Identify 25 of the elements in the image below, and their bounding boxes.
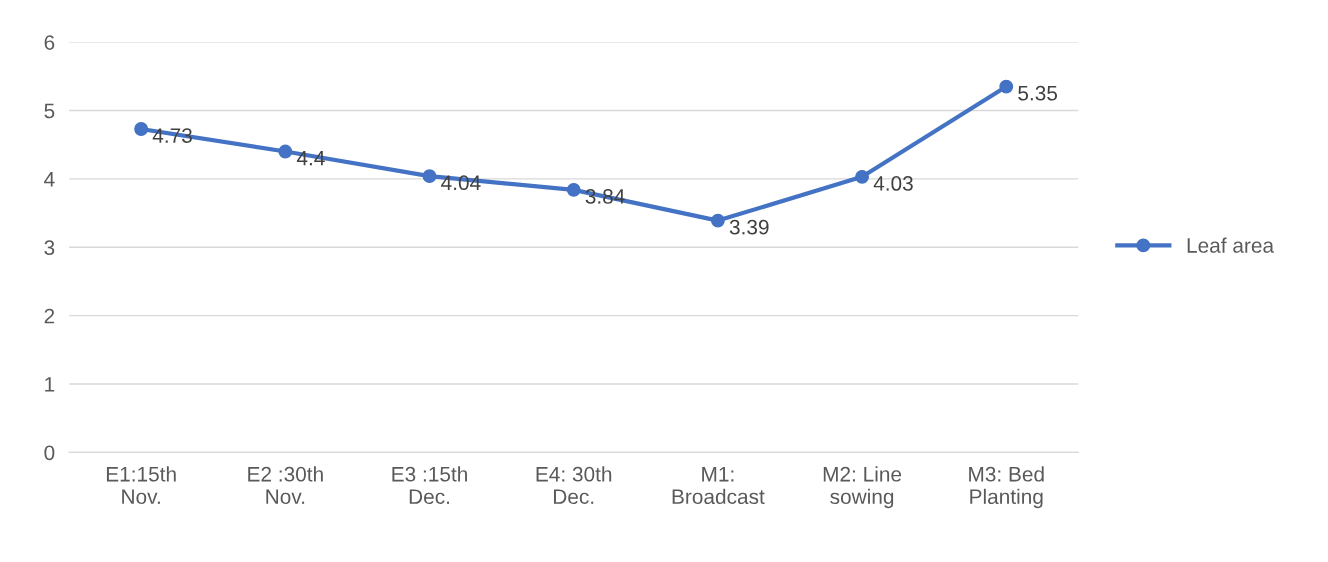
data-label: 4.03 xyxy=(873,176,913,191)
data-label: 3.39 xyxy=(729,219,769,235)
point xyxy=(566,182,581,197)
point xyxy=(710,213,725,228)
y-tick-label: 4 xyxy=(44,172,55,187)
data-label: 5.35 xyxy=(1018,85,1058,101)
point xyxy=(999,79,1014,94)
point xyxy=(422,169,437,184)
point xyxy=(855,169,870,184)
x-tick-label: E4: 30th Dec. xyxy=(536,466,612,505)
y-tick-label: 6 xyxy=(44,35,55,50)
x-tick-label: M2: Line sowing xyxy=(823,466,902,509)
y-tick-label: 1 xyxy=(45,377,55,392)
x-tick-label: E3 :15th Dec. xyxy=(392,466,467,505)
point xyxy=(278,144,293,159)
y-tick-label: 3 xyxy=(44,240,55,256)
y-tick-label: 5 xyxy=(44,103,55,119)
x-tick-label: E1:15th Nov. xyxy=(106,466,176,505)
point xyxy=(134,122,149,136)
x-tick-label: E2 :30th Nov. xyxy=(248,466,323,505)
y-tick-label: 0 xyxy=(44,445,55,461)
x-tick-label: M3: Bed Planting xyxy=(969,466,1044,509)
x-tick-label: M1: Broadcast xyxy=(672,467,765,505)
y-tick-label: 2 xyxy=(44,308,55,324)
legend-label: Leaf area xyxy=(1187,237,1275,253)
